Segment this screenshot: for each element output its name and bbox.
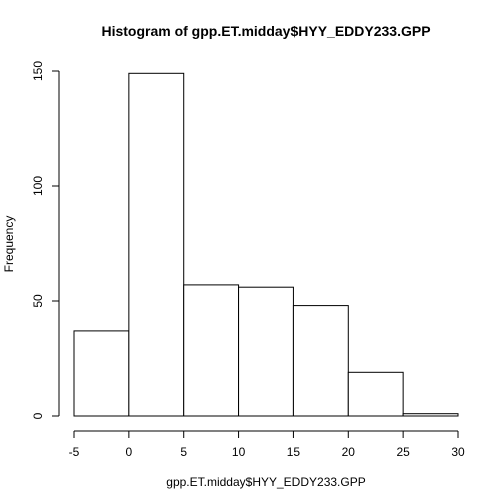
- histogram-bar-4: [292, 305, 349, 417]
- x-tick-label: 10: [232, 445, 246, 459]
- x-tick-label: 15: [287, 445, 301, 459]
- y-tick-label: 50: [31, 294, 45, 308]
- y-tick-label: 100: [31, 176, 45, 196]
- histogram-bar-0: [73, 330, 130, 417]
- histogram-bar-1: [128, 72, 185, 417]
- x-tick-label: 0: [126, 445, 133, 459]
- x-tick-label: 5: [180, 445, 187, 459]
- chart-title: Histogram of gpp.ET.midday$HYY_EDDY233.G…: [101, 23, 430, 39]
- x-tick-label: 20: [342, 445, 356, 459]
- y-axis-label: Frequency: [2, 216, 16, 273]
- x-axis-label: gpp.ET.midday$HYY_EDDY233.GPP: [166, 475, 365, 489]
- histogram-bar-3: [238, 286, 294, 417]
- x-tick-label: 25: [396, 445, 410, 459]
- y-tick-label: 150: [31, 61, 45, 81]
- histogram-bar-6: [402, 413, 459, 417]
- x-axis: -5 0 5 10 15 20 25 30: [69, 430, 465, 459]
- histogram-bar-5: [347, 371, 404, 417]
- bars-group: [73, 72, 459, 417]
- y-tick-label: 0: [31, 412, 45, 419]
- x-tick-label: 30: [451, 445, 465, 459]
- histogram-bar-2: [183, 284, 240, 417]
- y-axis: 0 50 100 150: [31, 61, 60, 419]
- x-tick-label: -5: [69, 445, 80, 459]
